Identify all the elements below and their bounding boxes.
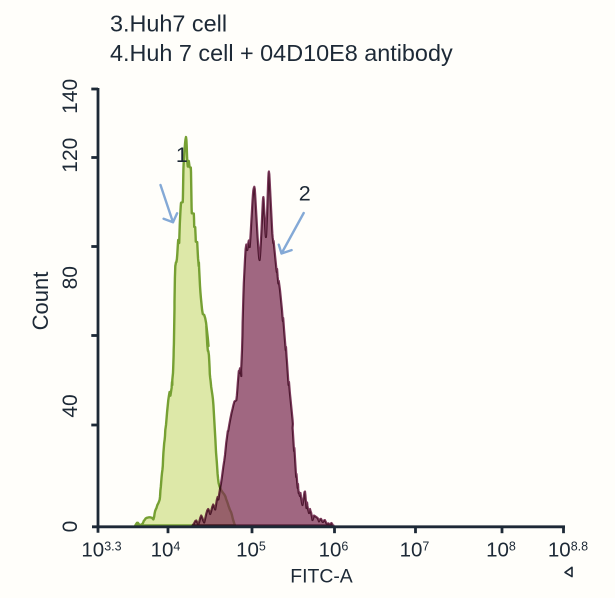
svg-text:120: 120 [59,138,82,173]
svg-text:4.Huh 7 cell + 04D10E8 antibod: 4.Huh 7 cell + 04D10E8 antibody [110,40,453,66]
svg-text:1: 1 [176,143,188,167]
svg-text:140: 140 [59,79,82,114]
svg-text:104: 104 [151,539,181,562]
svg-text:108: 108 [486,539,516,562]
svg-text:0: 0 [59,521,82,533]
svg-text:107: 107 [400,539,430,562]
svg-text:105: 105 [236,539,266,562]
svg-text:106: 106 [319,539,349,562]
svg-text:3.Huh7 cell: 3.Huh7 cell [110,11,227,37]
svg-text:80: 80 [59,266,82,289]
svg-text:Count: Count [28,272,53,331]
svg-text:FITC-A: FITC-A [290,566,353,588]
svg-text:40: 40 [59,394,82,417]
svg-text:2: 2 [299,182,311,206]
